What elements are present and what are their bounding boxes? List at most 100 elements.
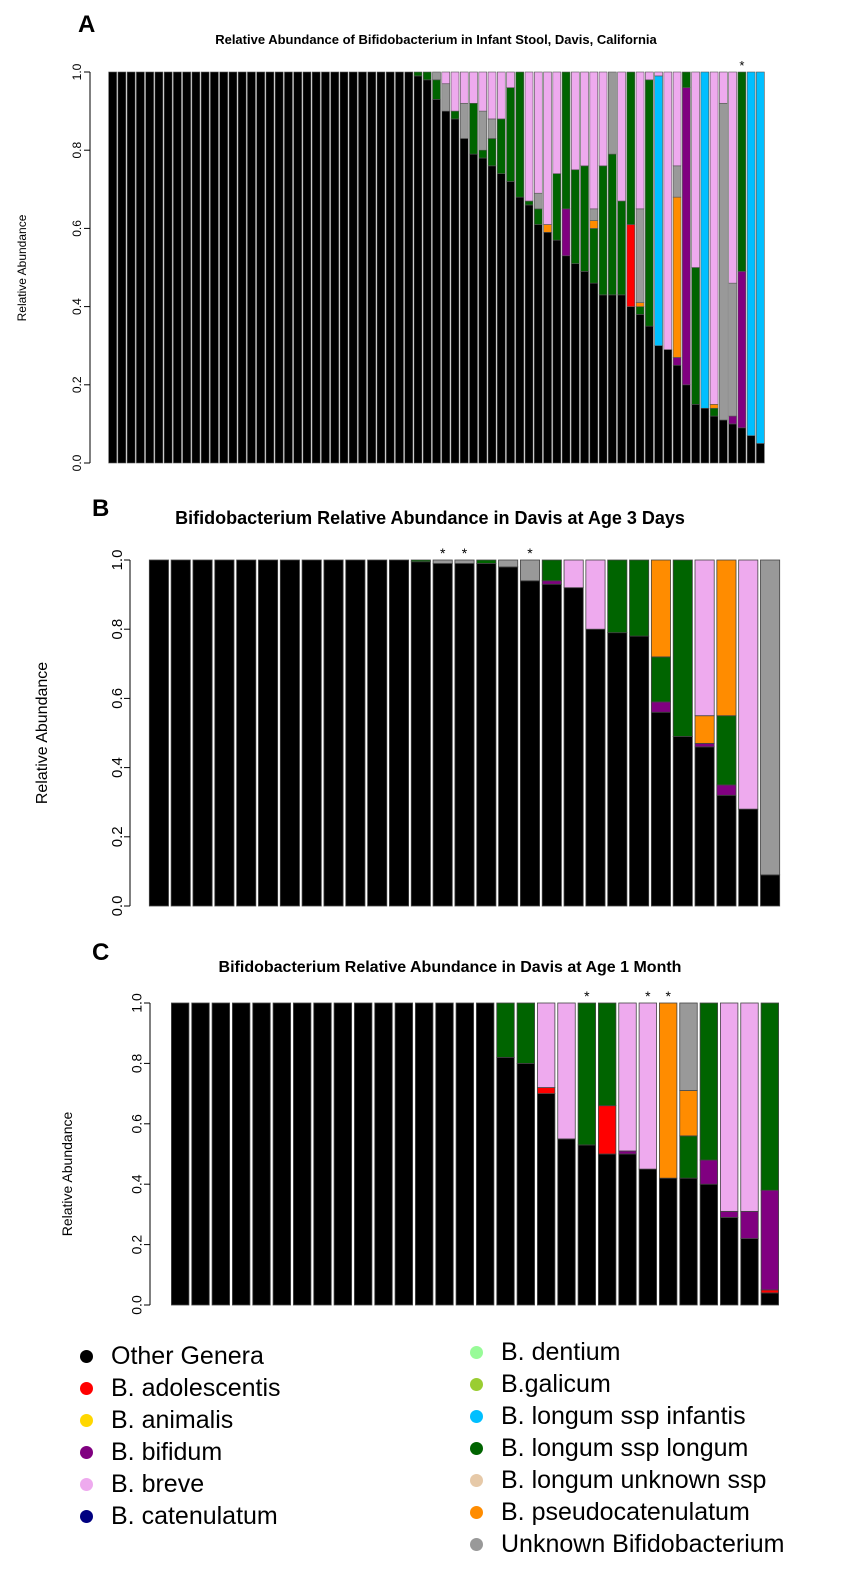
bar	[760, 559, 781, 907]
bar	[617, 71, 626, 464]
bar-segment	[323, 559, 344, 907]
bar	[476, 559, 497, 907]
bar-segment	[746, 435, 756, 464]
legend: Other Genera B. adolescentis B. animalis…	[0, 1335, 843, 1575]
bar	[506, 71, 515, 464]
bar-segment	[650, 701, 671, 713]
bar	[618, 1002, 637, 1306]
bar	[580, 71, 589, 464]
legend-item: B. bifidum	[80, 1437, 222, 1467]
bar-segment	[376, 71, 386, 464]
legend-label: B. catenulatum	[111, 1501, 278, 1530]
legend-label: B. bifidum	[111, 1437, 223, 1466]
bar-segment	[598, 294, 608, 464]
y-axis: 0.0 0.2 0.4 0.6 0.8 1.0	[70, 63, 91, 471]
bar-segment	[720, 1210, 739, 1218]
bar-segment	[679, 1090, 698, 1137]
bar	[265, 71, 275, 464]
bar-segment	[252, 1002, 271, 1306]
bar-segment	[459, 138, 469, 464]
legend-item: B. breve	[80, 1469, 204, 1499]
bar-segment	[672, 364, 682, 464]
bar	[672, 559, 693, 907]
legend-item: B. longum unknown ssp	[470, 1465, 766, 1495]
bar-segment	[454, 559, 475, 564]
bar-segment	[659, 1177, 678, 1306]
bar-segment	[719, 71, 728, 104]
bar-segment	[682, 87, 691, 386]
bar-segment	[459, 102, 469, 139]
bar	[330, 71, 339, 464]
bar-segment	[487, 138, 497, 167]
legend-label: B. breve	[111, 1469, 205, 1498]
bar-segment	[367, 71, 377, 464]
bar-segment	[339, 71, 349, 464]
bar	[598, 1002, 617, 1306]
bar	[654, 71, 663, 464]
bar-segment	[672, 165, 682, 198]
bar	[211, 1002, 230, 1306]
bar-segment	[635, 71, 645, 210]
y-tick-label: 0.8	[109, 619, 126, 640]
bar-segment	[716, 784, 737, 796]
legend-label: B.galicum	[501, 1369, 611, 1398]
bar	[694, 559, 715, 907]
bar-segment	[629, 635, 650, 907]
bar	[354, 1002, 373, 1306]
bar-segment	[650, 711, 671, 907]
bar-segment	[760, 874, 781, 907]
bar-segment	[618, 1153, 637, 1306]
bar	[709, 71, 719, 464]
bar	[700, 71, 710, 464]
bar-segment	[737, 271, 747, 429]
legend-dot	[80, 1413, 93, 1427]
bar-segment	[694, 742, 715, 748]
bar	[247, 71, 256, 464]
bar	[720, 1002, 739, 1306]
bar-segment	[635, 314, 645, 464]
bar-segment	[608, 153, 617, 296]
bar	[228, 71, 238, 464]
legend-label: B. longum unknown ssp	[501, 1465, 767, 1494]
bar	[394, 1002, 413, 1306]
bar-segment	[760, 1189, 779, 1291]
bar-segment	[679, 1002, 698, 1091]
bar-segment	[543, 232, 552, 464]
bar-segment	[200, 71, 210, 464]
bar-segment	[413, 75, 423, 464]
bar-segment	[454, 563, 475, 907]
legend-item: B. dentium	[470, 1337, 621, 1367]
bar-segment	[626, 306, 636, 464]
bar	[191, 71, 201, 464]
bar	[450, 71, 460, 464]
bar-segment	[645, 79, 654, 327]
bar-segment	[478, 71, 488, 112]
bar-segment	[394, 1002, 413, 1306]
bar-segment	[728, 415, 737, 425]
bar-segment	[284, 71, 293, 464]
bar-segment	[534, 71, 543, 194]
bar	[219, 71, 228, 464]
bar-segment	[330, 71, 339, 464]
bar-segment	[348, 71, 358, 464]
legend-dot	[470, 1345, 483, 1359]
bar-segment	[415, 1002, 434, 1306]
bar-segment	[487, 118, 497, 139]
bar-segment	[469, 102, 478, 155]
bar	[519, 559, 540, 907]
bar	[358, 71, 367, 464]
bar-segment	[654, 75, 663, 347]
bar	[345, 559, 366, 907]
bar-segment	[617, 200, 626, 296]
bar-segment	[719, 102, 728, 421]
bar	[333, 1002, 352, 1306]
bar	[682, 71, 691, 464]
bar-segment	[626, 71, 636, 225]
bar-segment	[478, 149, 488, 159]
bar-segment	[740, 1210, 759, 1239]
star-marker: *	[584, 988, 590, 1004]
legend-label: Unknown Bifidobacterium	[501, 1529, 785, 1558]
bar	[719, 71, 728, 464]
bar-segment	[552, 173, 562, 241]
legend-item: Other Genera	[80, 1341, 264, 1371]
